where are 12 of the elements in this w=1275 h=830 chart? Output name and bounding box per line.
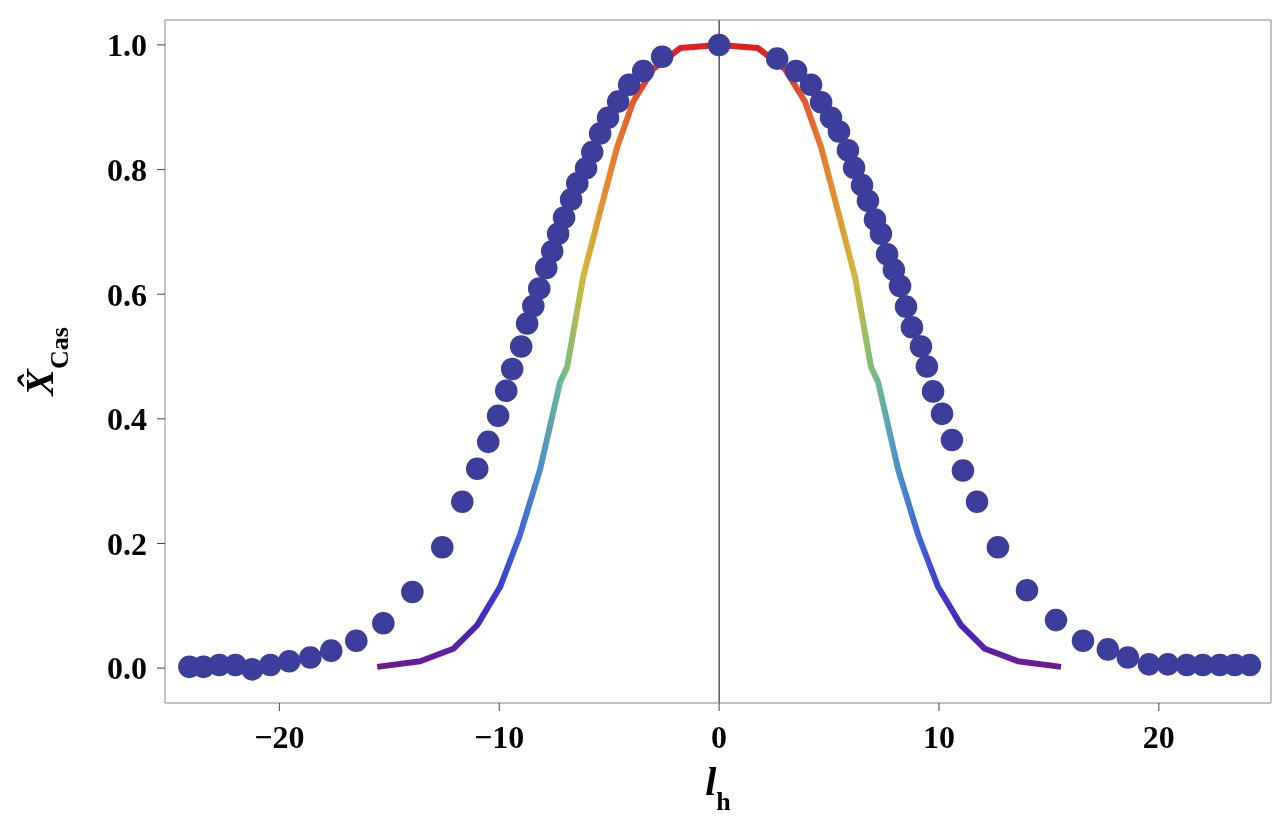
x-tick-label: −10	[474, 718, 525, 755]
x-tick-label: 20	[1142, 718, 1175, 755]
y-tick-label: 1.0	[107, 27, 147, 64]
x-tick-label: 0	[711, 718, 728, 755]
x-tick-label: 10	[922, 718, 955, 755]
y-tick-label: 0.6	[107, 276, 147, 313]
x-axis-title: l$_{h}$	[705, 759, 732, 816]
y-tick-label: 0.2	[107, 525, 147, 562]
y-tick-label: 0.4	[107, 401, 147, 438]
x-tick-label: −20	[254, 718, 305, 755]
y-tick-label: 0.8	[107, 151, 147, 188]
y-tick-label: 0.0	[107, 650, 147, 687]
